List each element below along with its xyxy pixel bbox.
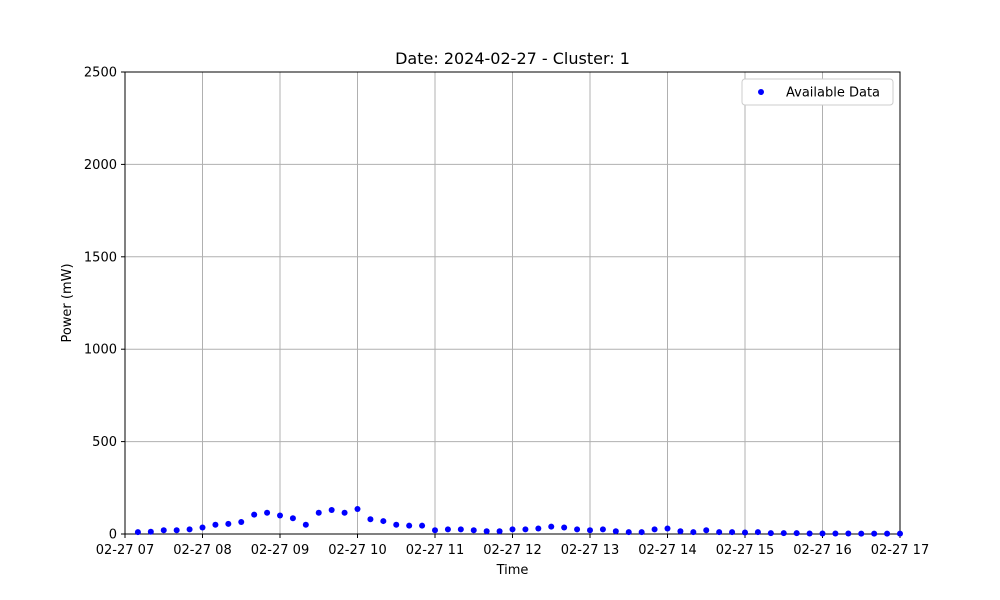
data-point xyxy=(289,515,296,522)
data-point xyxy=(264,509,271,516)
y-axis-title: Power (mW) xyxy=(60,263,75,342)
x-axis: 02-27 07 02-27 08 02-27 09 02-27 10 02-27 11… xyxy=(96,534,929,558)
data-point xyxy=(819,530,826,537)
data-point xyxy=(406,522,413,529)
data-point xyxy=(509,526,516,533)
data-point xyxy=(793,530,800,537)
legend: Available Data xyxy=(741,78,894,106)
data-point xyxy=(496,528,503,535)
data-point xyxy=(638,529,645,536)
x-tick-label: 02-27 16 xyxy=(793,543,851,558)
y-tick-label: 1500 xyxy=(84,250,117,265)
data-point xyxy=(251,511,258,518)
data-point xyxy=(742,529,748,536)
data-point xyxy=(806,530,813,537)
data-point xyxy=(367,516,374,523)
data-point xyxy=(483,528,490,535)
y-tick-label: 2000 xyxy=(84,158,117,173)
data-point xyxy=(535,525,542,532)
data-point xyxy=(393,521,400,528)
data-point xyxy=(767,530,774,537)
x-tick-label: 02-27 14 xyxy=(638,543,696,558)
data-point xyxy=(832,530,839,537)
data-point xyxy=(677,528,684,535)
data-point xyxy=(522,526,529,533)
data-point xyxy=(754,529,761,536)
x-tick-label: 02-27 07 xyxy=(96,543,154,558)
data-point xyxy=(574,526,581,533)
data-point xyxy=(780,530,787,537)
data-point xyxy=(871,530,878,537)
series-available-data xyxy=(134,506,903,537)
x-tick-label: 02-27 15 xyxy=(716,543,774,558)
y-tick-label: 500 xyxy=(92,435,117,450)
data-point xyxy=(625,529,632,536)
data-point xyxy=(212,521,219,528)
data-point xyxy=(845,530,852,537)
y-axis: 0 500 1000 1500 2000 2500 xyxy=(84,66,125,543)
grid xyxy=(125,72,900,534)
data-point xyxy=(470,527,477,534)
data-point xyxy=(599,526,606,533)
data-point xyxy=(690,529,697,536)
data-point xyxy=(457,526,464,533)
legend-marker xyxy=(758,89,764,95)
data-point xyxy=(341,509,348,516)
x-tick-label: 02-27 08 xyxy=(173,543,231,558)
x-tick-label: 02-27 17 xyxy=(871,543,929,558)
y-tick-label: 0 xyxy=(109,528,117,543)
data-point xyxy=(225,520,232,527)
data-point xyxy=(444,526,451,533)
data-point xyxy=(897,530,903,537)
data-point xyxy=(277,512,283,519)
y-tick-label: 2500 xyxy=(84,66,117,81)
x-tick-label: 02-27 12 xyxy=(483,543,541,558)
data-point xyxy=(134,529,141,536)
data-point xyxy=(238,518,245,525)
legend-box xyxy=(741,78,894,106)
data-point xyxy=(419,522,426,529)
data-point xyxy=(587,527,593,534)
data-point xyxy=(328,506,335,513)
x-tick-label: 02-27 09 xyxy=(251,543,309,558)
data-point xyxy=(858,530,865,537)
y-tick-label: 1000 xyxy=(84,343,117,358)
data-point xyxy=(186,526,193,533)
data-point xyxy=(173,527,180,534)
data-point xyxy=(199,524,206,531)
x-axis-title: Time xyxy=(496,563,529,578)
data-point xyxy=(380,518,387,525)
data-point xyxy=(612,528,619,535)
data-point xyxy=(729,529,736,536)
legend-label: Available Data xyxy=(786,86,880,101)
data-point xyxy=(302,521,309,528)
data-point xyxy=(354,506,361,513)
data-point xyxy=(703,527,710,534)
data-point xyxy=(147,528,154,535)
data-point xyxy=(651,526,658,533)
data-point xyxy=(548,523,555,530)
data-point xyxy=(664,525,671,532)
data-point xyxy=(432,527,438,534)
data-point xyxy=(315,509,322,516)
x-tick-label: 02-27 10 xyxy=(328,543,386,558)
chart-title: Date: 2024-02-27 - Cluster: 1 xyxy=(395,49,630,68)
data-point xyxy=(884,530,891,537)
x-tick-label: 02-27 13 xyxy=(561,543,619,558)
data-point xyxy=(716,529,723,536)
data-point xyxy=(561,524,568,531)
x-tick-label: 02-27 11 xyxy=(406,543,464,558)
data-point xyxy=(160,527,167,534)
